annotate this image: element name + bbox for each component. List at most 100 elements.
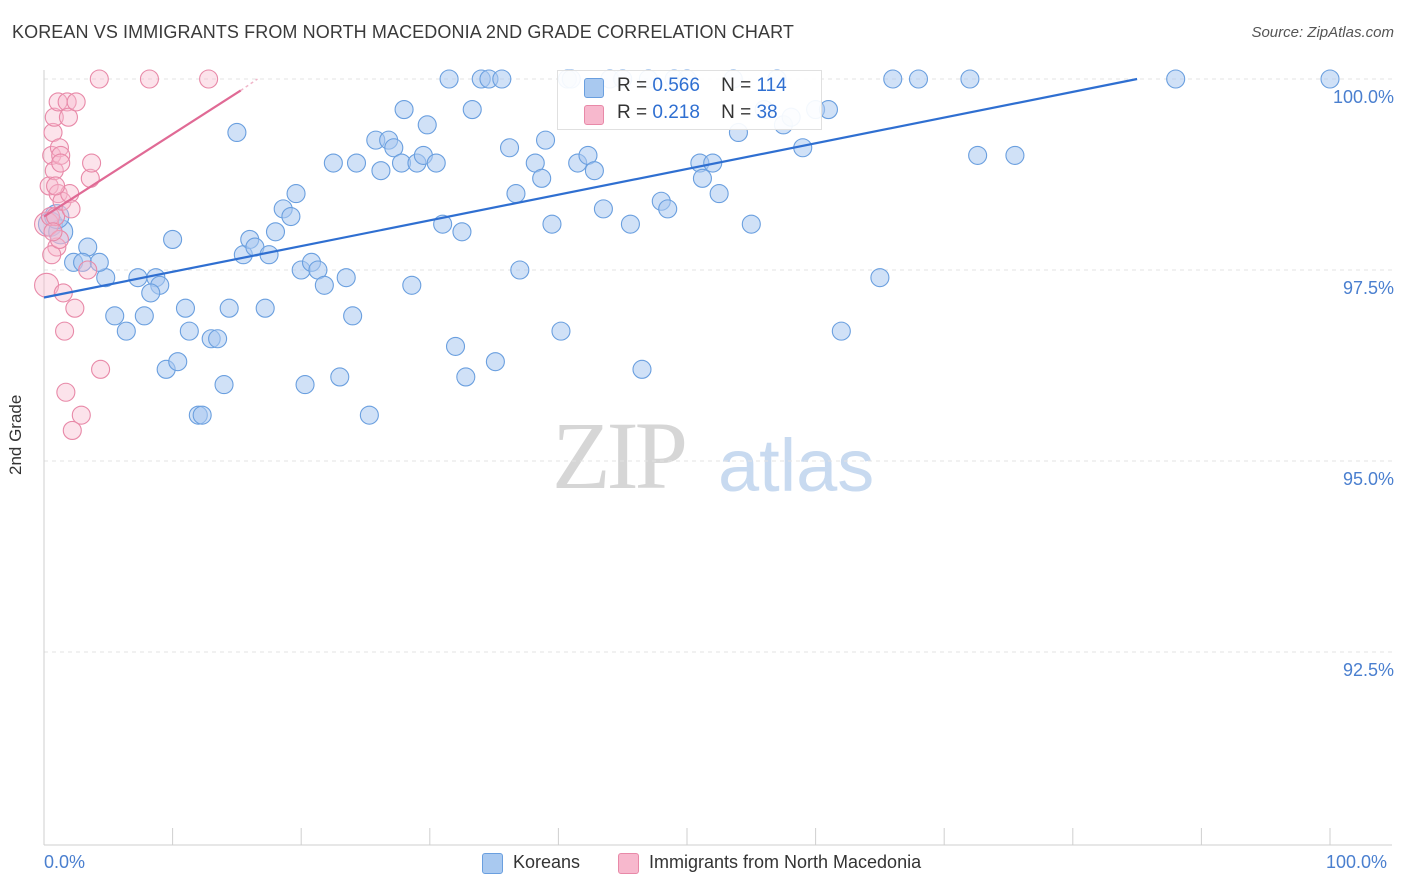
- koreans-series: [37, 69, 1340, 425]
- korean-point-108: [908, 69, 929, 89]
- korean-point-75: [551, 321, 571, 341]
- korean-point-85: [632, 359, 652, 379]
- korean-point-67: [492, 69, 512, 89]
- r-label: R =: [617, 75, 648, 96]
- y-tick-label-3: 92.5%: [1342, 660, 1394, 680]
- korean-point-18: [179, 321, 199, 341]
- legend-label-koreans: Koreans: [513, 852, 581, 872]
- macedonia-point-14: [51, 153, 71, 173]
- macedonia-point-29: [82, 153, 102, 173]
- korean-point-45: [346, 153, 367, 173]
- korean-point-24: [214, 375, 234, 395]
- korean-point-57: [426, 153, 446, 173]
- n-label: N =: [721, 75, 752, 96]
- korean-point-7: [105, 306, 125, 326]
- koreans-swatch: [584, 78, 604, 98]
- stats-box: R = 0.566 N = 114 R = 0.218 N = 38: [557, 70, 822, 130]
- korean-point-113: [1320, 69, 1340, 89]
- korean-point-66: [485, 352, 505, 372]
- korean-point-72: [532, 168, 552, 188]
- korean-point-112: [1166, 69, 1186, 89]
- korean-point-46: [359, 405, 379, 425]
- macedonia-point-6: [44, 107, 64, 127]
- legend-swatch-macedonia: [618, 853, 639, 874]
- korean-point-62: [456, 367, 476, 387]
- korean-point-70: [510, 260, 530, 280]
- korean-point-92: [692, 168, 712, 188]
- macedonia-point-31: [89, 69, 109, 89]
- x-tick-label-min: 0.0%: [44, 852, 86, 872]
- korean-point-74: [542, 214, 562, 234]
- macedonia-point-32: [139, 69, 160, 89]
- macedonia-point-23: [62, 420, 82, 440]
- korean-point-34: [281, 206, 301, 227]
- korean-point-25: [219, 298, 239, 318]
- korean-point-48: [371, 161, 391, 181]
- chart-title: KOREAN VS IMMIGRANTS FROM NORTH MACEDONI…: [12, 22, 794, 42]
- macedonia-point-18: [56, 382, 76, 402]
- korean-point-23: [208, 329, 228, 349]
- korean-point-81: [593, 199, 613, 219]
- y-tick-label-2: 95.0%: [1342, 469, 1394, 489]
- korean-point-109: [960, 69, 980, 89]
- trend-line-1: [43, 89, 242, 218]
- trend-line-ext-1: [240, 78, 258, 92]
- macedonia-point-33: [199, 69, 219, 89]
- korean-point-42: [330, 367, 350, 387]
- korean-point-32: [265, 222, 286, 242]
- macedonia-point-35: [46, 176, 66, 196]
- legend-swatch-koreans: [482, 853, 503, 874]
- macedonia-point-17: [55, 321, 75, 341]
- korean-point-11: [134, 306, 154, 326]
- korean-point-97: [741, 214, 761, 234]
- korean-point-84: [620, 214, 640, 234]
- korean-point-8: [89, 252, 109, 272]
- korean-point-68: [499, 138, 520, 158]
- macedonia-swatch: [584, 105, 604, 125]
- korean-point-56: [417, 115, 437, 135]
- macedonia-point-36: [49, 229, 69, 249]
- korean-point-35: [286, 184, 306, 204]
- y-tick-label-0: 100.0%: [1332, 87, 1394, 107]
- trend-line-0: [43, 77, 1138, 299]
- korean-point-69: [506, 184, 526, 204]
- n-label: N =: [721, 102, 752, 123]
- korean-point-61: [452, 222, 472, 242]
- r-value: 0.218: [652, 102, 700, 123]
- macedonia-point-13: [51, 145, 71, 165]
- source-label: Source: ZipAtlas.com: [1251, 24, 1394, 41]
- legend-label-macedonia: Immigrants from North Macedonia: [649, 852, 922, 872]
- korean-point-50: [384, 138, 404, 158]
- korean-point-88: [658, 199, 678, 219]
- korean-point-16: [168, 352, 188, 372]
- korean-point-41: [323, 153, 343, 173]
- korean-point-30: [255, 298, 275, 318]
- axes: [43, 70, 1392, 846]
- korean-point-73: [535, 130, 556, 150]
- n-value: 114: [756, 75, 787, 96]
- watermark-atlas: atlas: [718, 424, 875, 507]
- macedonia-point-20: [58, 107, 78, 127]
- macedonia-point-25: [66, 92, 86, 112]
- macedonia-point-26: [71, 405, 91, 425]
- korean-point-44: [343, 306, 363, 326]
- macedonia-point-12: [49, 138, 69, 158]
- korean-point-63: [462, 100, 482, 120]
- macedonia-point-2: [40, 206, 60, 227]
- macedonia-point-37: [43, 222, 63, 242]
- korean-point-107: [883, 69, 903, 89]
- macedonia-point-30: [91, 359, 111, 379]
- r-label: R =: [617, 102, 648, 123]
- korean-point-59: [439, 69, 459, 89]
- macedonia-point-27: [78, 260, 98, 280]
- korean-point-37: [295, 375, 315, 395]
- watermark-zip: ZIP: [552, 402, 688, 509]
- korean-point-9: [116, 321, 136, 341]
- macedonia-point-24: [65, 298, 85, 318]
- korean-point-17: [175, 298, 196, 318]
- korean-point-43: [336, 268, 356, 288]
- r-value: 0.566: [652, 75, 700, 96]
- korean-point-19: [163, 229, 183, 249]
- y-tick-label-1: 97.5%: [1342, 278, 1394, 298]
- korean-point-94: [709, 184, 729, 204]
